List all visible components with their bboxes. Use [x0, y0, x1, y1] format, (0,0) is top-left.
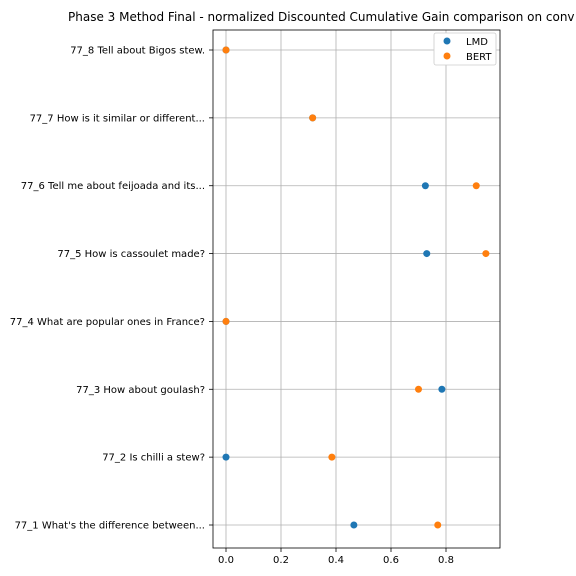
point-bert	[472, 182, 480, 190]
point-lmd	[438, 385, 446, 393]
point-bert	[222, 317, 230, 325]
y-tick-label: 77_8 Tell about Bigos stew.	[70, 46, 205, 57]
y-tick-label: 77_3 How about goulash?	[76, 385, 205, 396]
legend-label-lmd: LMD	[466, 37, 488, 48]
point-lmd	[222, 453, 230, 461]
plot-frame	[212, 29, 501, 549]
legend: LMD BERT	[433, 32, 497, 66]
y-tick-label: 77_2 Is chilli a stew?	[102, 453, 205, 464]
legend-marker-lmd	[443, 37, 451, 45]
grid-layer	[213, 30, 500, 548]
y-axis: 77_8 Tell about Bigos stew. 77_7 How is i…	[10, 46, 213, 532]
x-tick-label: 0.6	[383, 555, 399, 566]
y-tick-label: 77_5 How is cassoulet made?	[57, 249, 205, 260]
x-tick-label: 0.4	[328, 555, 344, 566]
legend-marker-bert	[443, 52, 451, 60]
x-tick-label: 0.2	[273, 555, 289, 566]
y-tick-label: 77_1 What's the difference between...	[15, 521, 205, 532]
legend-label-bert: BERT	[466, 52, 492, 63]
point-lmd	[350, 521, 358, 529]
point-bert	[434, 521, 442, 529]
point-bert	[415, 385, 422, 393]
point-lmd	[421, 182, 429, 190]
y-tick-label: 77_7 How is it similar or different...	[30, 113, 205, 124]
data-points	[222, 46, 490, 529]
chart-title: Phase 3 Method Final - normalized Discou…	[68, 10, 575, 24]
x-tick-label: 0.0	[218, 555, 234, 566]
point-bert	[482, 250, 490, 258]
point-bert	[328, 453, 336, 461]
point-lmd	[423, 250, 431, 258]
y-tick-label: 77_4 What are popular ones in France?	[10, 317, 205, 328]
y-tick-label: 77_6 Tell me about feijoada and its...	[21, 181, 205, 192]
point-bert	[222, 46, 230, 54]
point-bert	[309, 114, 317, 122]
x-tick-label: 0.8	[438, 555, 454, 566]
x-axis: 0.0 0.2 0.4 0.6 0.8	[218, 548, 454, 566]
